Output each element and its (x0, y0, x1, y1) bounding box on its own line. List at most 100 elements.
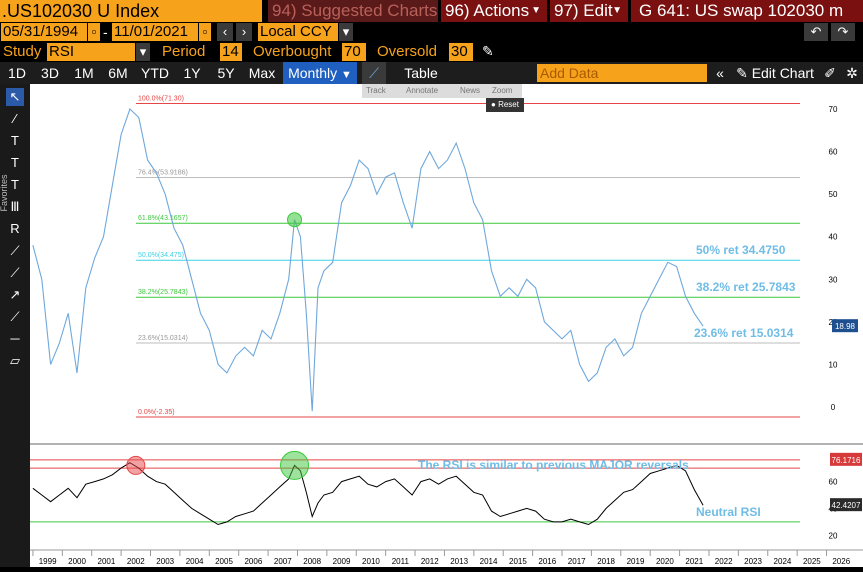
fib-dollar-icon[interactable]: T (11, 155, 19, 170)
news-button[interactable]: News (460, 86, 481, 95)
x-tick-label: 2005 (215, 557, 233, 566)
actions-label: 96) Actions (445, 1, 530, 20)
x-tick-label: 2006 (244, 557, 262, 566)
oversold-label: Oversold (377, 43, 438, 60)
drawing-tools-sidebar: ↖ ∕ T T T Ⅲ R ⟋ ⟋ ↗ ⟋ ─ ▱ Favorites (0, 84, 30, 567)
chart-overlay-toolbar: Track Annotate News Zoom (362, 84, 522, 98)
x-tick-label: 2010 (362, 557, 380, 566)
fib-percent-icon[interactable]: T (11, 133, 19, 148)
fib-retracement-icon[interactable]: Ⅲ (10, 199, 20, 214)
cursor-icon[interactable]: ↖ (6, 88, 24, 106)
x-tick-label: 2009 (333, 557, 351, 566)
collapse-icon[interactable]: « (716, 65, 724, 81)
tab-5y[interactable]: 5Y (217, 65, 235, 81)
tab-1d[interactable]: 1D (8, 65, 26, 81)
tab-6m[interactable]: 6M (108, 65, 128, 81)
price-series-line (32, 108, 704, 412)
zoom-button[interactable]: Zoom (492, 86, 513, 95)
segment-icon[interactable]: ⟋ (10, 309, 20, 324)
x-tick-label: 2016 (538, 557, 556, 566)
currency-select[interactable]: Local CCY (258, 23, 338, 41)
y-tick-label: 30 (829, 275, 838, 284)
caret-down-icon[interactable]: ▾ (339, 23, 353, 41)
rsi-tick-label: 60 (829, 478, 838, 487)
tab-ytd[interactable]: YTD (141, 65, 169, 81)
pencil-icon: ✎ (736, 65, 748, 81)
overbought-field[interactable]: 70 (342, 43, 366, 61)
chevron-right-icon[interactable]: › (236, 23, 252, 41)
overbought-tag-label: 76.1716 (832, 456, 861, 465)
date-range-bar: 05/31/1994 ▫ - 11/01/2021 ▫ ‹ › Local CC… (0, 22, 863, 42)
table-button[interactable]: Table (404, 65, 438, 81)
y-tick-label: 40 (829, 233, 838, 242)
rsi-last-label: 42.4207 (832, 501, 861, 510)
tab-1y[interactable]: 1Y (183, 65, 201, 81)
tab-max[interactable]: Max (248, 65, 276, 81)
pencil-icon[interactable]: ✎ (482, 43, 494, 59)
x-tick-label: 2025 (803, 557, 821, 566)
study-select[interactable]: RSI (47, 43, 135, 61)
gear-icon[interactable]: ✲ (846, 65, 858, 81)
tab-3d[interactable]: 3D (41, 65, 59, 81)
x-tick-label: 2019 (627, 557, 645, 566)
x-tick-label: 2015 (509, 557, 527, 566)
chart-edit-icon[interactable]: ✐ (824, 65, 836, 81)
rsi-last-tag (830, 498, 862, 512)
y-tick-label: 10 (829, 360, 838, 369)
period-field[interactable]: 14 (220, 43, 242, 61)
caret-down-icon[interactable]: ▾ (136, 43, 150, 61)
edit-chart-label: Edit Chart (751, 65, 814, 81)
calendar-icon[interactable]: ▫ (199, 23, 211, 41)
ticker-field[interactable]: .US102030 U Index (0, 0, 262, 22)
undo-icon[interactable]: ↶ (804, 23, 828, 41)
rsi-tool-icon[interactable]: R (10, 221, 20, 236)
calendar-icon[interactable]: ▫ (88, 23, 100, 41)
horizontal-line-icon[interactable]: ─ (10, 331, 20, 346)
retracement-annotation: 38.2% ret 25.7843 (696, 280, 796, 294)
frequency-select[interactable]: Monthly ▼ (283, 62, 357, 84)
start-date-field[interactable]: 05/31/1994 (1, 23, 87, 41)
toolbar: 1D 3D 1M 6M YTD 1Y 5Y Max Monthly ▼ ⟋ Ta… (0, 62, 863, 84)
channel-icon[interactable]: ▱ (10, 353, 20, 368)
track-button[interactable]: Track (366, 86, 386, 95)
line-chart-icon[interactable]: ⟋ (362, 62, 386, 84)
x-tick-label: 2002 (127, 557, 145, 566)
ray-icon[interactable]: ⟋ (10, 265, 20, 280)
x-tick-label: 2001 (98, 557, 116, 566)
edit-menu[interactable]: 97) Edit ▼ (550, 0, 628, 22)
fib-level-label: 0.0%(-2.35) (138, 409, 175, 416)
tab-1m[interactable]: 1M (74, 65, 94, 81)
annotate-button[interactable]: Annotate (406, 86, 439, 95)
reset-button[interactable]: ● Reset (486, 98, 524, 112)
pen-icon[interactable]: ∕ (13, 111, 17, 126)
study-label: Study (3, 43, 42, 60)
range-dash: - (103, 24, 108, 40)
add-data-input[interactable]: Add Data (537, 64, 707, 82)
fib-time-icon[interactable]: T (11, 177, 19, 192)
x-tick-label: 2008 (303, 557, 321, 566)
x-tick-label: 2007 (274, 557, 292, 566)
trendline-icon[interactable]: ⟋ (10, 243, 20, 258)
redo-icon[interactable]: ↷ (831, 23, 855, 41)
arrow-icon[interactable]: ↗ (9, 287, 21, 302)
rsi-highlight-circle (280, 450, 310, 480)
chart-area: 100.0%(71.30) 76.4%(53.9186) 61.8%(43.1657… (30, 84, 863, 567)
x-tick-label: 2021 (685, 557, 703, 566)
edit-chart-button[interactable]: ✎ Edit Chart (733, 62, 817, 84)
x-tick-label: 2020 (656, 557, 674, 566)
title-bar: .US102030 U Index 94) Suggested Charts 9… (0, 0, 863, 22)
caret-down-icon: ▼ (341, 69, 352, 81)
actions-menu[interactable]: 96) Actions ▼ (441, 0, 547, 22)
fib-level-label: 50.0%(34.475) (138, 252, 184, 259)
chevron-left-icon[interactable]: ‹ (217, 23, 233, 41)
rsi-annotation: The RSI is similar to previous MAJOR rev… (418, 458, 689, 472)
end-date-field[interactable]: 11/01/2021 (112, 23, 198, 41)
x-tick-label: 2011 (392, 557, 410, 566)
overbought-tag (830, 452, 862, 466)
x-tick-label: 2024 (774, 557, 792, 566)
favorites-tab[interactable]: Favorites (0, 174, 9, 212)
oversold-field[interactable]: 30 (449, 43, 473, 61)
suggested-charts-menu[interactable]: 94) Suggested Charts (268, 0, 438, 22)
fib-level-label: 61.8%(43.1657) (138, 215, 188, 222)
fib-level-label: 23.6%(15.0314) (138, 335, 188, 342)
